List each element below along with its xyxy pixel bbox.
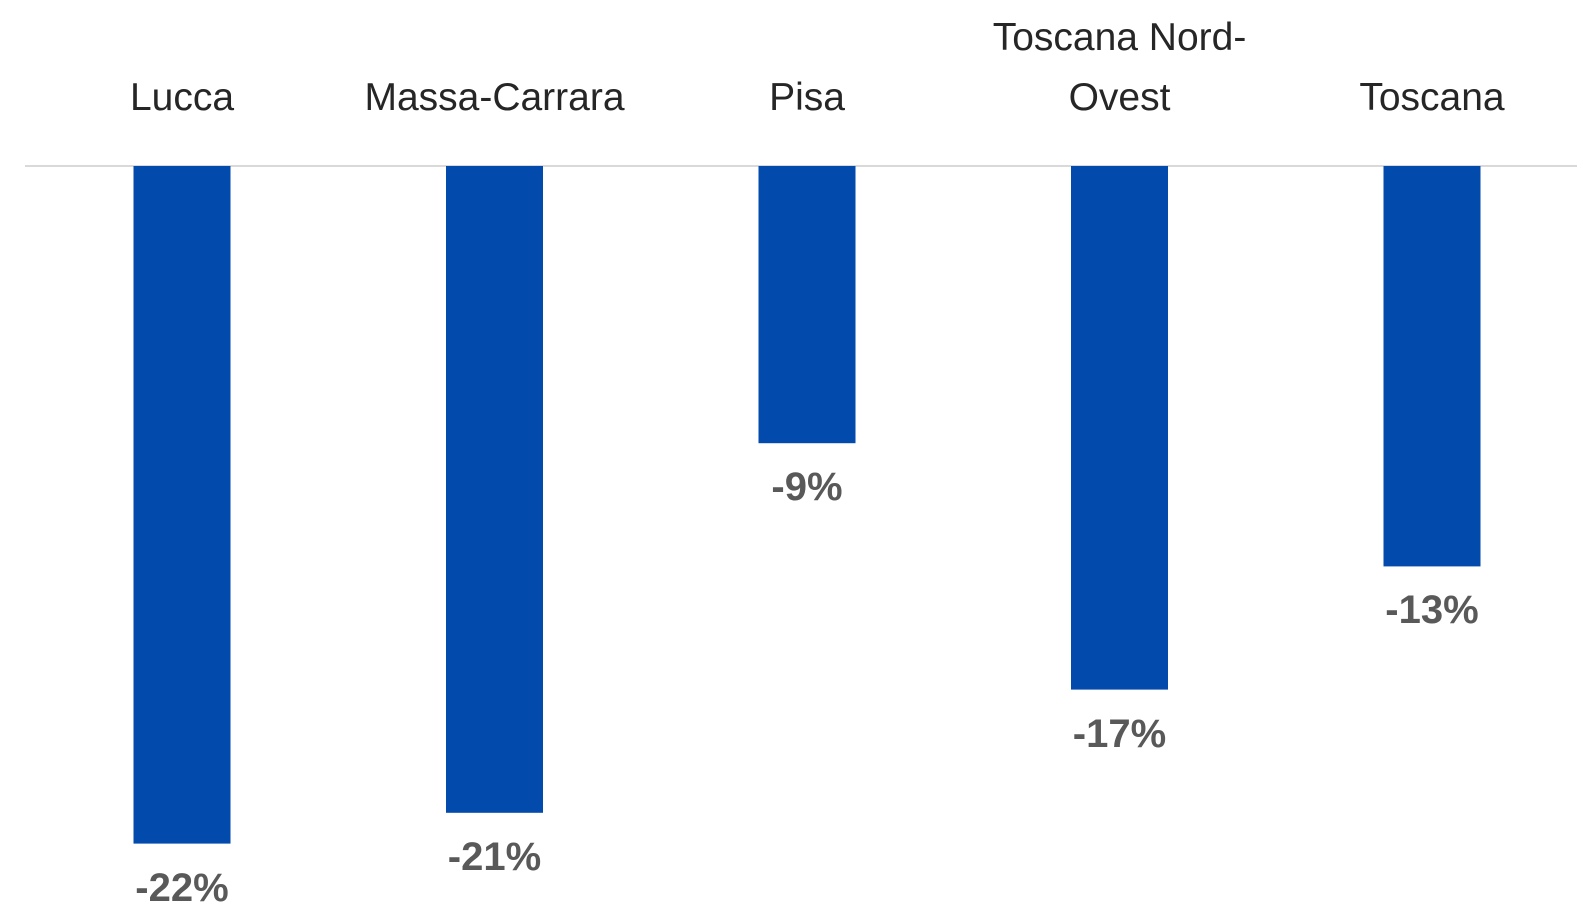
bar [758, 166, 856, 444]
bar [1071, 166, 1168, 690]
category-label: Toscana [1359, 76, 1505, 119]
bar [1383, 166, 1481, 567]
category-label: Pisa [769, 76, 845, 119]
category-label: Toscana Nord-Ovest [992, 16, 1247, 119]
category-label: Lucca [129, 76, 235, 119]
bar [446, 166, 543, 813]
value-label: -22% [135, 865, 229, 910]
value-label: -21% [447, 834, 542, 879]
bar [133, 166, 231, 844]
value-label: -13% [1385, 588, 1479, 633]
value-label: -9% [771, 465, 843, 510]
value-label: -17% [1072, 711, 1167, 756]
category-label: Massa-Carrara [364, 76, 625, 119]
